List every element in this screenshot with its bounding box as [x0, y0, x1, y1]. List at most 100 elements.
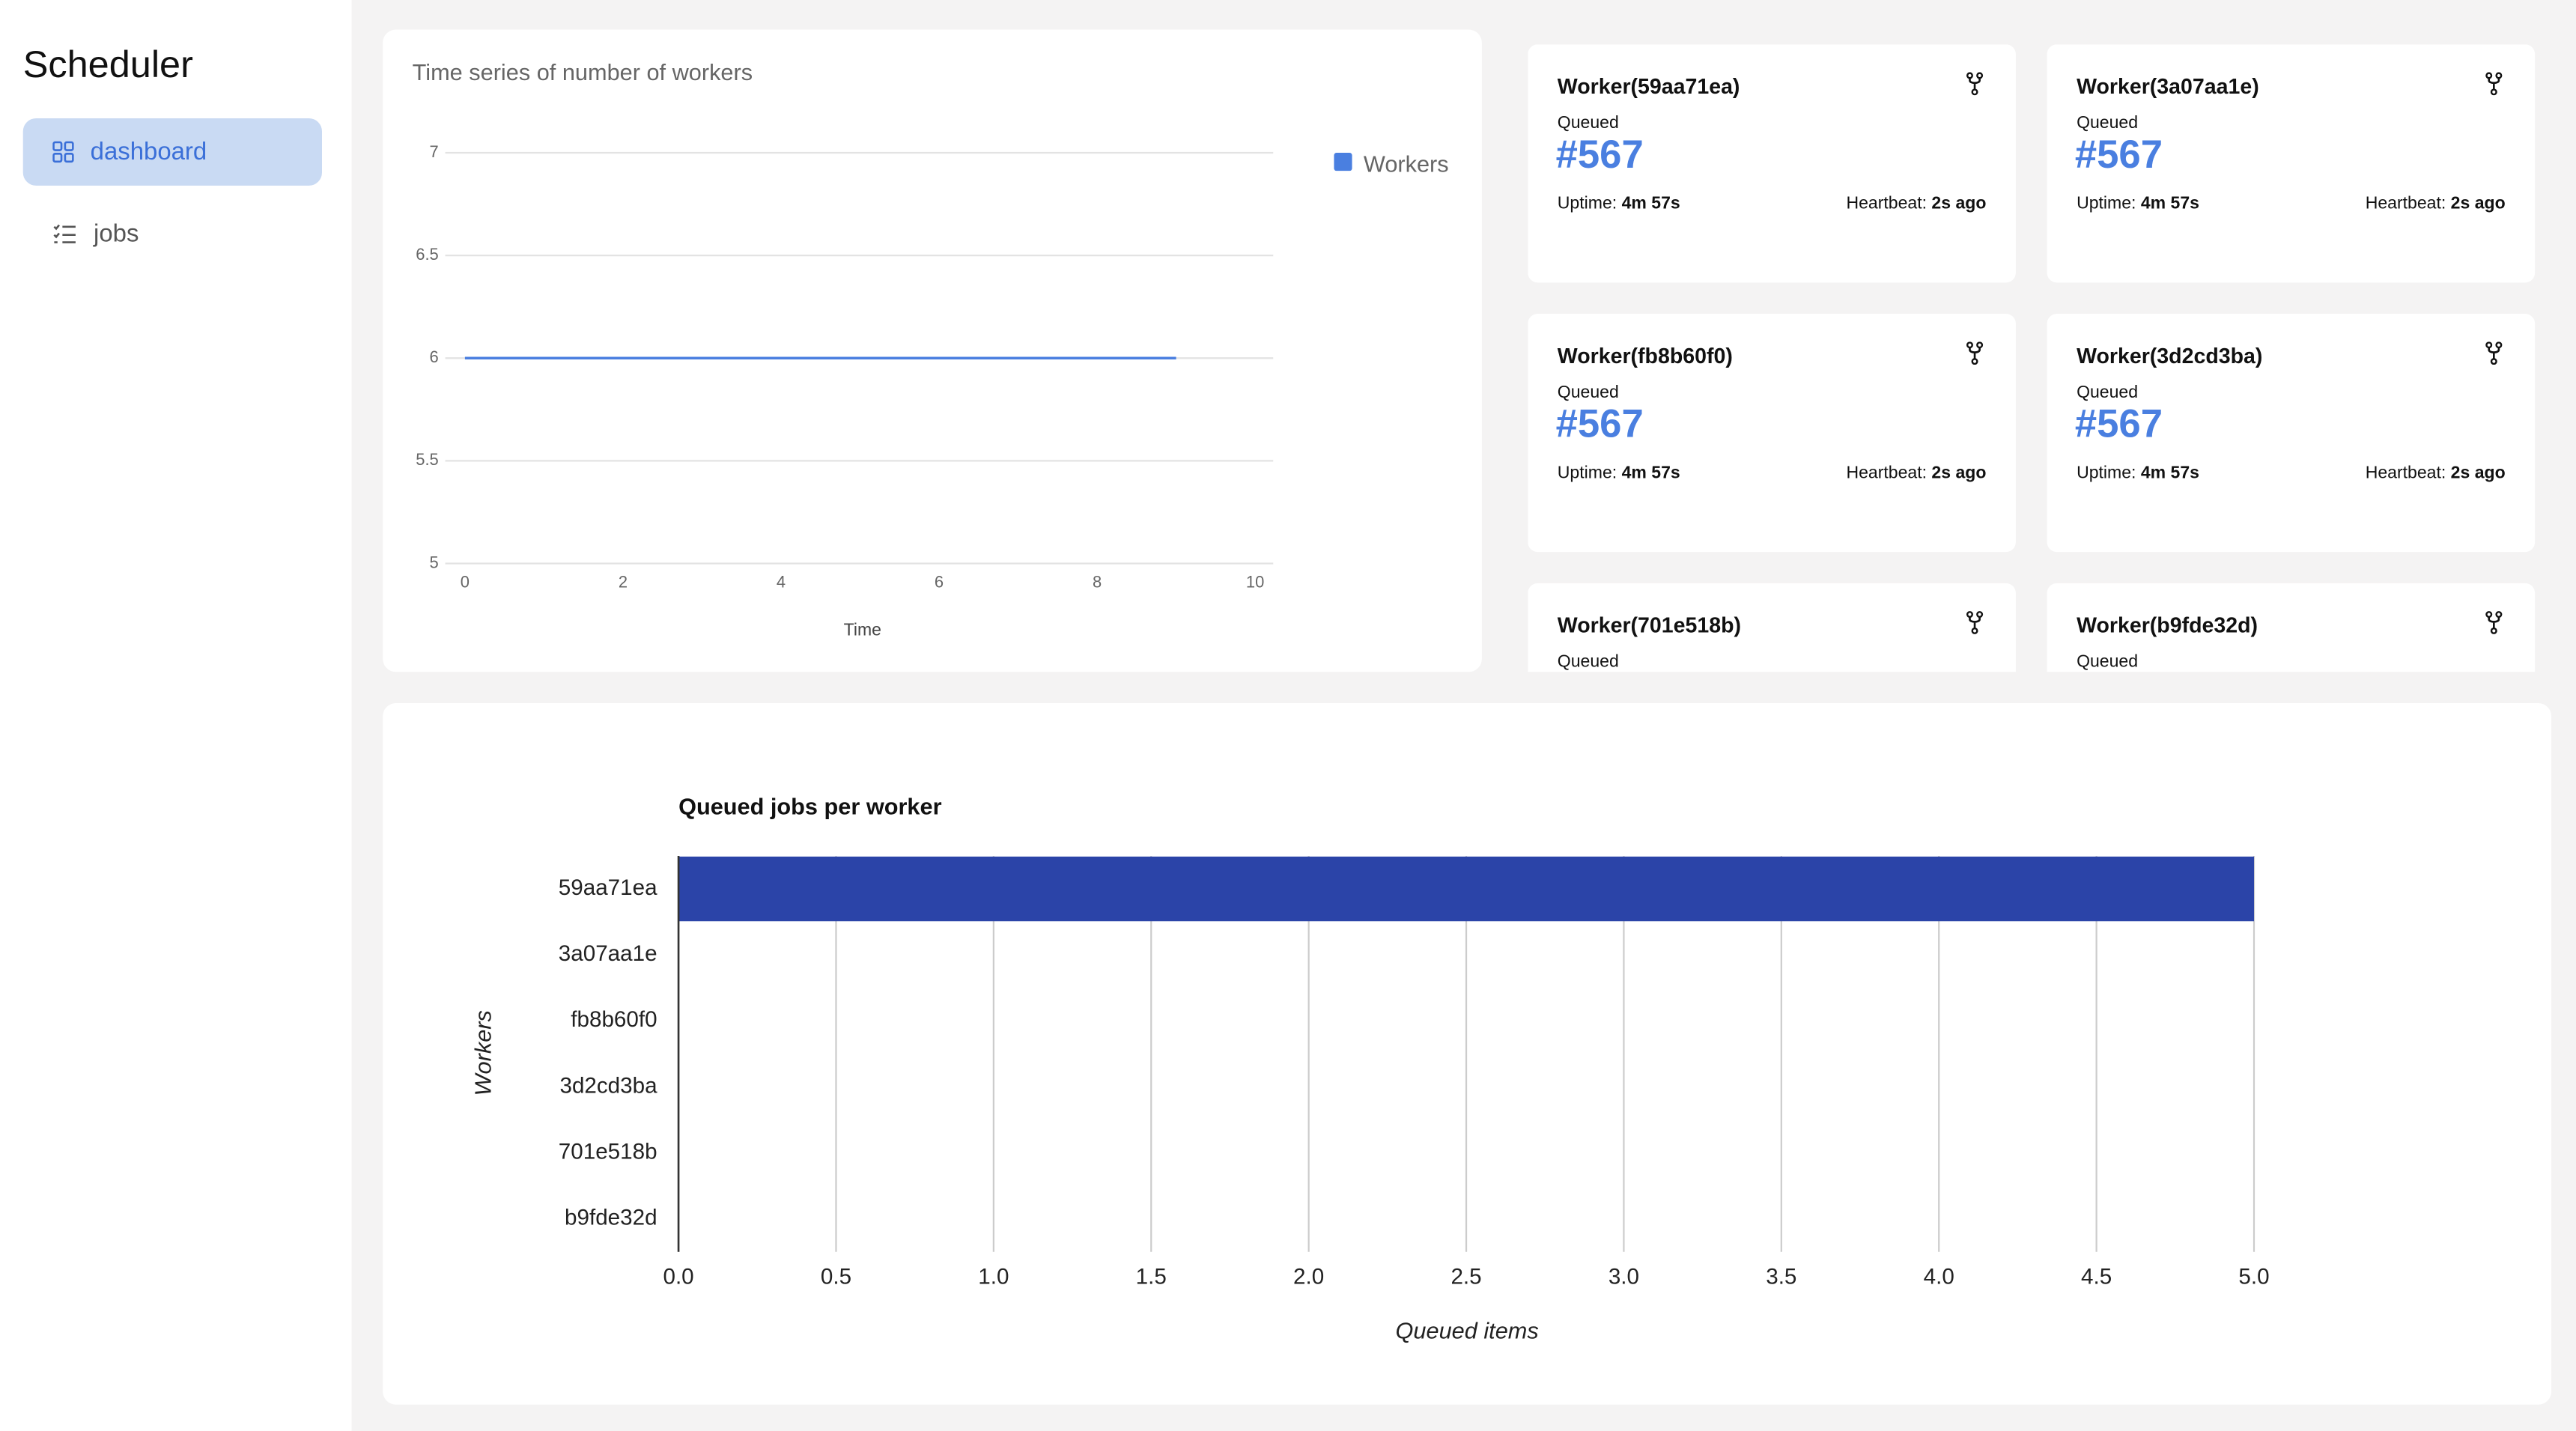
- worker-name: Worker(3d2cd3ba): [2077, 343, 2263, 368]
- worker-name: Worker(fb8b60f0): [1557, 343, 1733, 368]
- uptime: Uptime: 4m 57s: [2077, 464, 2199, 483]
- line-chart: Time series of number of workers 5 5.5 6 6.5…: [413, 59, 1449, 639]
- fork-icon: [1966, 611, 1984, 634]
- heartbeat-value: 2s ago: [1931, 193, 1987, 214]
- nav-item[interactable]: dashboard: [22, 118, 323, 186]
- bar-chart: Queued jobs per worker 0.0 0.5 1.0 1.5 2.0 2.5…: [470, 793, 2269, 1343]
- worker-name: Worker(59aa71ea): [1557, 73, 1740, 99]
- nav-label: dashboard: [90, 138, 207, 166]
- legend-label: Workers: [1364, 151, 1449, 177]
- icon-dot: [2495, 611, 2503, 619]
- icon-dot: [1966, 611, 1973, 619]
- icon-dot: [2495, 72, 2503, 79]
- worker-status: Queued: [1557, 113, 1619, 133]
- icon-dot: [2485, 341, 2493, 349]
- x-tick-label: 3.0: [1609, 1265, 1639, 1289]
- icon-path: [2488, 616, 2500, 630]
- y-tick-label: b9fde32d: [565, 1206, 657, 1230]
- x-tick-label: 4.0: [1924, 1265, 1954, 1289]
- x-tick-label: 4.5: [2081, 1265, 2112, 1289]
- x-tick-label: 2: [619, 573, 628, 592]
- x-tick-label: 0.5: [821, 1265, 851, 1289]
- uptime-value: 4m 57s: [1621, 193, 1680, 214]
- fork-icon: [2485, 72, 2503, 96]
- icon-dot: [1971, 88, 1978, 96]
- heartbeat-label: Heartbeat:: [2365, 193, 2446, 214]
- y-tick-label: 5.5: [416, 450, 438, 469]
- icon-dot: [1966, 341, 1973, 349]
- heartbeat-value: 2s ago: [2450, 463, 2506, 484]
- x-tick-label: 2.5: [1450, 1265, 1481, 1289]
- line-chart-card: Time series of number of workers 5 5.5 6 6.5…: [383, 29, 1482, 672]
- x-tick-label: 6: [935, 573, 944, 592]
- worker-status: Queued: [2077, 113, 2139, 133]
- worker-card: Worker(fb8b60f0) Queued #567 Uptime: 4m 57s…: [1528, 314, 2016, 553]
- uptime-value: 4m 57s: [2140, 193, 2200, 214]
- icon-path: [2488, 77, 2500, 91]
- heartbeat-label: Heartbeat:: [2365, 463, 2446, 484]
- icon-path: [1969, 346, 1981, 360]
- y-tick-label: 5: [430, 553, 439, 571]
- y-tick-label: 3d2cd3ba: [559, 1073, 657, 1098]
- x-tick-label: 4: [777, 573, 786, 592]
- nav-item[interactable]: jobs: [23, 201, 322, 268]
- heartbeat-label: Heartbeat:: [1846, 193, 1928, 214]
- uptime-label: Uptime:: [1557, 193, 1617, 214]
- jobs-icon: [53, 224, 76, 243]
- bar: [678, 856, 2255, 922]
- y-tick-label: 59aa71ea: [559, 875, 657, 900]
- fork-icon: [1966, 72, 1984, 96]
- dashboard-icon: [52, 141, 74, 163]
- icon-dot: [2495, 341, 2503, 349]
- uptime-label: Uptime:: [1557, 463, 1617, 484]
- worker-card: Worker(59aa71ea) Queued #567 Uptime: 4m 57s…: [1528, 44, 2016, 283]
- bar-chart-card: Queued jobs per worker 0.0 0.5 1.0 1.5 2.0 2.5…: [383, 702, 2552, 1405]
- worker-name: Worker(b9fde32d): [2077, 613, 2258, 638]
- icon-dot: [1976, 72, 1984, 79]
- icon-dot: [2490, 358, 2497, 365]
- icon-path: [2488, 346, 2500, 360]
- uptime-value: 4m 57s: [1621, 463, 1680, 484]
- icon-dot: [1976, 611, 1984, 619]
- heartbeat-value: 2s ago: [2450, 193, 2506, 214]
- worker-status: Queued: [2077, 651, 2139, 672]
- x-tick-label: 8: [1093, 573, 1102, 592]
- y-tick-label: 7: [430, 142, 439, 161]
- uptime: Uptime: 4m 57s: [1558, 194, 1680, 213]
- chart-title: Time series of number of workers: [413, 59, 753, 85]
- worker-card: Worker(3d2cd3ba) Queued #567 Uptime: 4m 57s…: [2047, 314, 2536, 553]
- y-tick-label: 701e518b: [559, 1139, 657, 1164]
- icon-dot: [1971, 358, 1978, 365]
- uptime: Uptime: 4m 57s: [1558, 464, 1680, 483]
- heartbeat: Heartbeat: 2s ago: [1846, 464, 1986, 483]
- uptime-label: Uptime:: [2077, 463, 2136, 484]
- icon-dot: [1976, 341, 1984, 349]
- uptime: Uptime: 4m 57s: [2077, 194, 2199, 213]
- icon-dot: [1971, 627, 1978, 634]
- uptime-value: 4m 57s: [2140, 463, 2200, 484]
- x-tick-label: 0.0: [663, 1265, 693, 1289]
- worker-name: Worker(701e518b): [1557, 613, 1741, 638]
- heartbeat-value: 2s ago: [1931, 463, 1987, 484]
- worker-list: Worker(59aa71ea) Queued #567 Uptime: 4m 57s…: [1528, 44, 2536, 672]
- x-tick-label: 0: [461, 573, 470, 592]
- worker-job: #567: [1555, 402, 1644, 447]
- x-tick-label: 3.5: [1766, 1265, 1796, 1289]
- fork-icon: [2485, 611, 2503, 634]
- worker-card: Worker(b9fde32d) Queued: [2047, 583, 2536, 672]
- icon-dot: [1966, 72, 1973, 79]
- x-tick-label: 1.5: [1136, 1265, 1167, 1289]
- worker-card: Worker(3a07aa1e) Queued #567 Uptime: 4m 57s…: [2047, 44, 2536, 283]
- y-tick-label: 6.5: [416, 245, 438, 264]
- icon-dot: [2485, 72, 2493, 79]
- x-tick-label: 2.0: [1293, 1265, 1324, 1289]
- nav-label: jobs: [94, 219, 139, 249]
- worker-status: Queued: [1557, 651, 1619, 672]
- x-axis-label: Time: [844, 620, 881, 639]
- app-title: Scheduler: [22, 43, 193, 86]
- heartbeat: Heartbeat: 2s ago: [2366, 194, 2506, 213]
- x-tick-label: 1.0: [978, 1265, 1009, 1289]
- icon-path: [1969, 77, 1981, 91]
